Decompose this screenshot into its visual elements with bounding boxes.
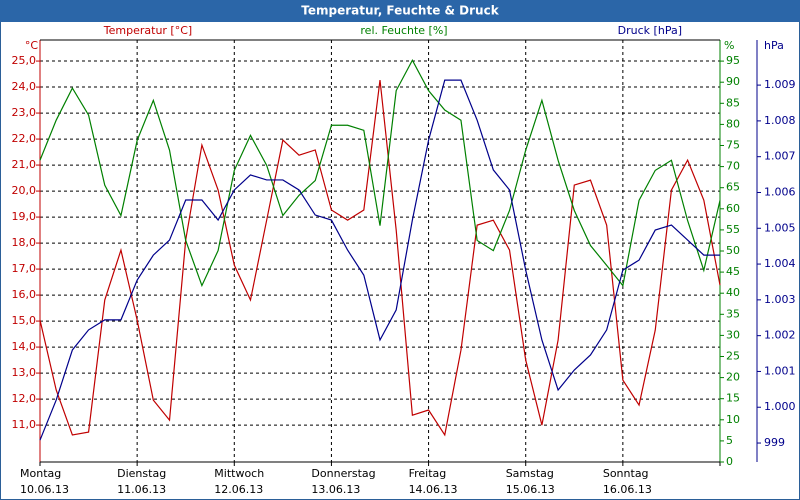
y-tick-label: 16,0 [12, 288, 37, 301]
y-tick-label: 15,0 [12, 314, 37, 327]
y3-tick-label: 999 [764, 436, 785, 449]
y-tick-label: 12,0 [12, 392, 37, 405]
y3-tick-label: 1.000 [764, 400, 796, 413]
chart-title: Temperatur, Feuchte & Druck [301, 4, 499, 18]
y-tick-label: 20,0 [12, 184, 37, 197]
y2-tick-label: 40 [726, 286, 740, 299]
y-tick-label: 25,0 [12, 54, 37, 67]
y3-tick-label: 1.007 [764, 150, 796, 163]
x-date-label: 14.06.13 [409, 483, 458, 496]
y-tick-label: 17,0 [12, 262, 37, 275]
x-day-label: Freitag [409, 467, 447, 480]
x-date-label: 16.06.13 [603, 483, 652, 496]
y-tick-label: 24,0 [12, 80, 37, 93]
y2-tick-label: 30 [726, 328, 740, 341]
y2-tick-label: 75 [726, 139, 740, 152]
y3-tick-label: 1.003 [764, 293, 796, 306]
x-day-label: Mittwoch [214, 467, 264, 480]
x-day-label: Samstag [506, 467, 554, 480]
y2-unit: % [724, 39, 734, 52]
y-tick-label: 19,0 [12, 210, 37, 223]
y3-tick-label: 1.006 [764, 185, 796, 198]
y3-unit: hPa [764, 39, 784, 52]
y2-tick-label: 10 [726, 413, 740, 426]
y3-tick-label: 1.004 [764, 257, 796, 270]
y3-tick-label: 1.002 [764, 329, 796, 342]
y3-tick-label: 1.008 [764, 114, 796, 127]
y2-tick-label: 15 [726, 392, 740, 405]
y2-tick-label: 80 [726, 117, 740, 130]
y2-tick-label: 90 [726, 75, 740, 88]
x-date-label: 10.06.13 [20, 483, 69, 496]
y-unit: °C [25, 39, 39, 52]
y3-tick-label: 1.009 [764, 78, 796, 91]
y2-tick-label: 5 [726, 434, 733, 447]
y-tick-label: 23,0 [12, 106, 37, 119]
x-day-label: Montag [20, 467, 61, 480]
y2-tick-label: 25 [726, 350, 740, 363]
title-bar [0, 0, 800, 22]
y2-tick-label: 0 [726, 455, 733, 468]
x-day-label: Donnerstag [311, 467, 375, 480]
y-tick-label: 21,0 [12, 158, 37, 171]
series-line [39, 58, 721, 288]
y2-tick-label: 85 [726, 96, 740, 109]
y-tick-label: 22,0 [12, 132, 37, 145]
y3-tick-label: 1.005 [764, 221, 796, 234]
y2-tick-label: 95 [726, 54, 740, 67]
y3-title: Druck [hPa] [618, 24, 682, 37]
y2-tick-label: 20 [726, 371, 740, 384]
y-tick-label: 11,0 [12, 418, 37, 431]
series-line [39, 79, 721, 437]
y-tick-label: 14,0 [12, 340, 37, 353]
x-date-label: 15.06.13 [506, 483, 555, 496]
y2-tick-label: 35 [726, 307, 740, 320]
y-tick-label: 13,0 [12, 366, 37, 379]
series-line [39, 79, 720, 441]
y3-tick-label: 1.001 [764, 364, 796, 377]
x-date-label: 11.06.13 [117, 483, 166, 496]
x-date-label: 12.06.13 [214, 483, 263, 496]
y2-tick-label: 55 [726, 223, 740, 236]
y2-title: rel. Feuchte [%] [360, 24, 447, 37]
y2-tick-label: 70 [726, 160, 740, 173]
y-title: Temperatur [°C] [103, 24, 192, 37]
y2-tick-label: 45 [726, 265, 740, 278]
x-day-label: Sonntag [603, 467, 649, 480]
x-date-label: 13.06.13 [311, 483, 360, 496]
y2-tick-label: 50 [726, 244, 740, 257]
x-day-label: Dienstag [117, 467, 166, 480]
y2-tick-label: 65 [726, 181, 740, 194]
y2-tick-label: 60 [726, 202, 740, 215]
y-tick-label: 18,0 [12, 236, 37, 249]
